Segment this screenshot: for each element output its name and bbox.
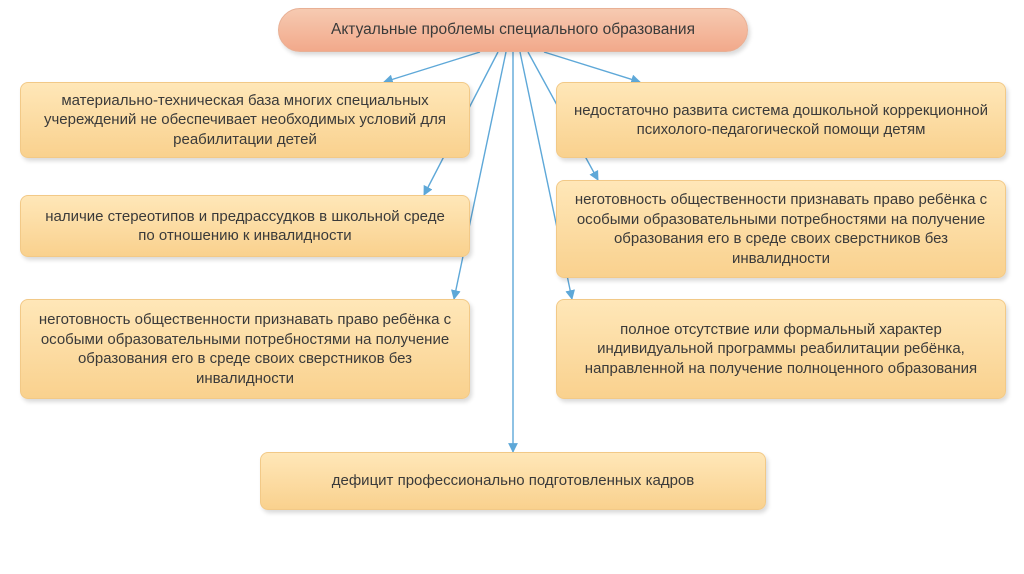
child-label: неготовность общественности признавать п… [573, 190, 989, 268]
connector-arrow [544, 52, 640, 82]
child-node: неготовность общественности признавать п… [556, 180, 1006, 278]
child-label: недостаточно развита система дошкольной … [573, 101, 989, 140]
diagram-canvas: Актуальные проблемы специального образов… [0, 0, 1024, 574]
root-node: Актуальные проблемы специального образов… [278, 8, 748, 52]
connector-arrow [384, 52, 480, 82]
child-node: материально-техническая база многих спец… [20, 82, 470, 158]
child-node: недостаточно развита система дошкольной … [556, 82, 1006, 158]
child-label: наличие стереотипов и предрассудков в шк… [37, 207, 453, 246]
child-label: материально-техническая база многих спец… [37, 91, 453, 150]
child-node: наличие стереотипов и предрассудков в шк… [20, 195, 470, 257]
child-node: полное отсутствие или формальный характе… [556, 299, 1006, 399]
child-label: неготовность общественности признавать п… [37, 310, 453, 388]
child-label: полное отсутствие или формальный характе… [573, 320, 989, 379]
child-node: неготовность общественности признавать п… [20, 299, 470, 399]
child-label: дефицит профессионально подготовленных к… [332, 471, 694, 491]
root-label: Актуальные проблемы специального образов… [331, 20, 695, 40]
child-node: дефицит профессионально подготовленных к… [260, 452, 766, 510]
